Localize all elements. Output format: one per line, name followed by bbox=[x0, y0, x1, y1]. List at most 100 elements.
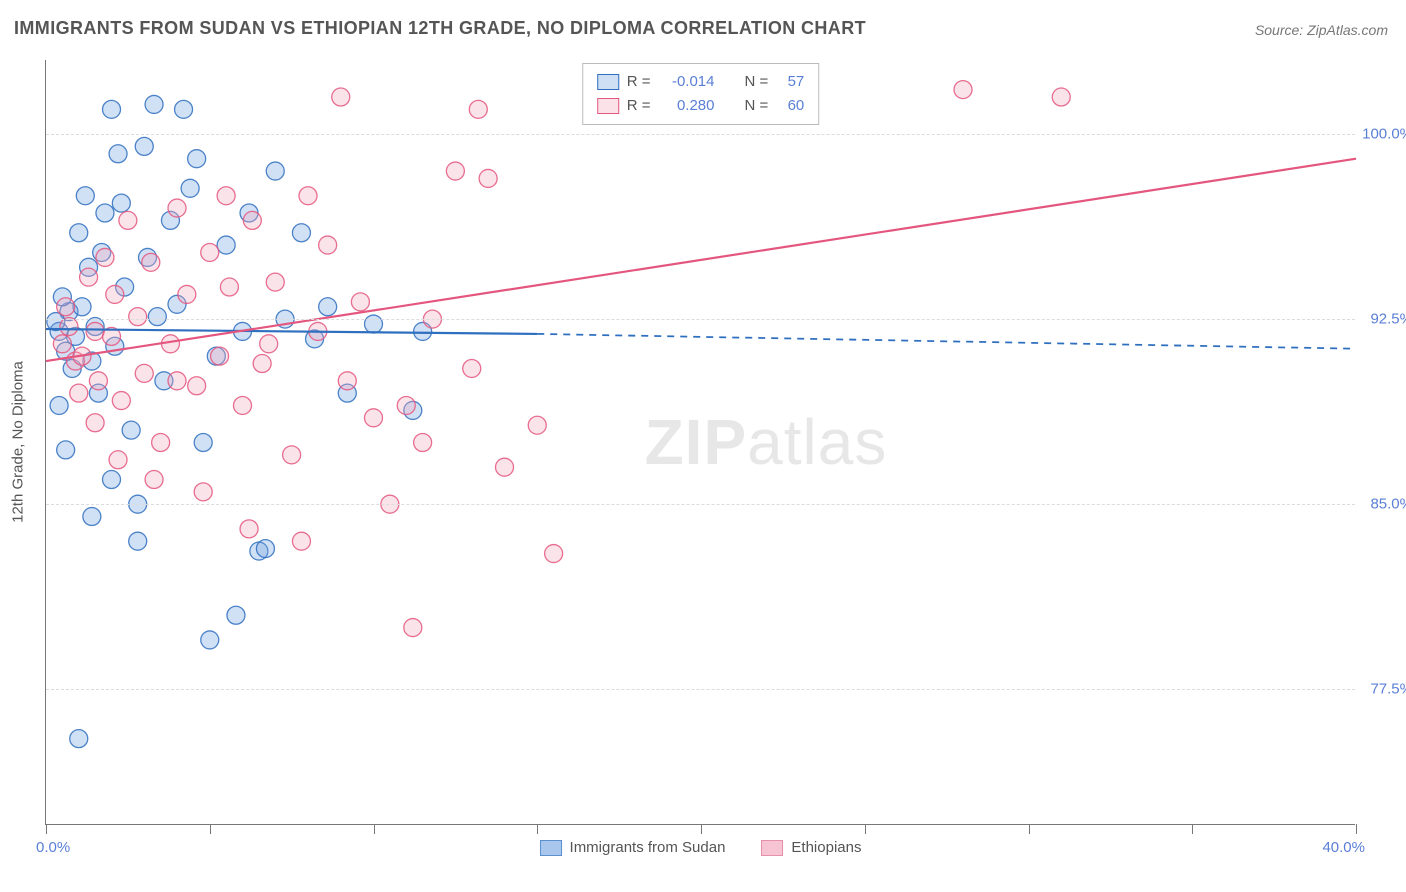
data-point bbox=[168, 372, 186, 390]
x-max-label: 40.0% bbox=[1322, 839, 1365, 856]
data-point bbox=[319, 236, 337, 254]
chart-title: IMMIGRANTS FROM SUDAN VS ETHIOPIAN 12TH … bbox=[14, 18, 866, 39]
data-point bbox=[479, 169, 497, 187]
legend-n-value: 60 bbox=[776, 94, 804, 118]
y-tick-label: 85.0% bbox=[1370, 496, 1406, 513]
gridline bbox=[46, 319, 1355, 320]
data-point bbox=[145, 471, 163, 489]
data-point bbox=[60, 318, 78, 336]
data-point bbox=[112, 194, 130, 212]
bottom-legend-item: Immigrants from Sudan bbox=[540, 839, 726, 856]
data-point bbox=[70, 384, 88, 402]
data-point bbox=[89, 372, 107, 390]
legend-r-value: 0.280 bbox=[659, 94, 715, 118]
legend-n-label: N = bbox=[745, 70, 769, 94]
data-point bbox=[528, 416, 546, 434]
gridline bbox=[46, 504, 1355, 505]
legend-row: R =0.280N =60 bbox=[597, 94, 805, 118]
source-attribution: Source: ZipAtlas.com bbox=[1255, 22, 1388, 38]
data-point bbox=[96, 204, 114, 222]
x-tick bbox=[701, 824, 702, 834]
data-point bbox=[292, 224, 310, 242]
data-point bbox=[112, 392, 130, 410]
data-point bbox=[1052, 88, 1070, 106]
trend-line-extrapolated bbox=[537, 334, 1356, 349]
data-point bbox=[299, 187, 317, 205]
data-point bbox=[319, 298, 337, 316]
data-point bbox=[201, 631, 219, 649]
data-point bbox=[119, 211, 137, 229]
y-axis-title: 12th Grade, No Diploma bbox=[10, 361, 27, 523]
data-point bbox=[351, 293, 369, 311]
data-point bbox=[86, 322, 104, 340]
data-point bbox=[365, 315, 383, 333]
data-point bbox=[142, 253, 160, 271]
data-point bbox=[70, 730, 88, 748]
data-point bbox=[129, 532, 147, 550]
trend-line bbox=[46, 159, 1356, 361]
x-tick bbox=[374, 824, 375, 834]
data-point bbox=[106, 285, 124, 303]
legend-series-name: Immigrants from Sudan bbox=[570, 839, 726, 856]
data-point bbox=[109, 145, 127, 163]
bottom-legend-item: Ethiopians bbox=[761, 839, 861, 856]
data-point bbox=[103, 100, 121, 118]
data-point bbox=[954, 81, 972, 99]
data-point bbox=[135, 137, 153, 155]
plot-area: 12th Grade, No Diploma ZIPatlas R =-0.01… bbox=[45, 60, 1355, 825]
data-point bbox=[256, 540, 274, 558]
x-tick bbox=[1356, 824, 1357, 834]
y-tick-label: 77.5% bbox=[1370, 681, 1406, 698]
y-tick-label: 100.0% bbox=[1362, 126, 1406, 143]
data-point bbox=[181, 179, 199, 197]
data-point bbox=[234, 396, 252, 414]
x-tick bbox=[210, 824, 211, 834]
data-point bbox=[463, 359, 481, 377]
gridline bbox=[46, 134, 1355, 135]
gridline bbox=[46, 689, 1355, 690]
data-point bbox=[446, 162, 464, 180]
data-point bbox=[145, 95, 163, 113]
data-point bbox=[397, 396, 415, 414]
legend-swatch bbox=[761, 840, 783, 856]
data-point bbox=[211, 347, 229, 365]
data-point bbox=[243, 211, 261, 229]
data-point bbox=[148, 308, 166, 326]
data-point bbox=[266, 162, 284, 180]
data-point bbox=[86, 414, 104, 432]
legend-r-value: -0.014 bbox=[659, 70, 715, 94]
data-point bbox=[332, 88, 350, 106]
legend-r-label: R = bbox=[627, 70, 651, 94]
data-point bbox=[103, 471, 121, 489]
data-point bbox=[240, 520, 258, 538]
legend-swatch bbox=[540, 840, 562, 856]
x-tick bbox=[1192, 824, 1193, 834]
data-point bbox=[365, 409, 383, 427]
data-point bbox=[188, 150, 206, 168]
data-point bbox=[292, 532, 310, 550]
data-point bbox=[253, 355, 271, 373]
chart-svg bbox=[46, 60, 1355, 824]
data-point bbox=[188, 377, 206, 395]
data-point bbox=[178, 285, 196, 303]
x-tick bbox=[46, 824, 47, 834]
data-point bbox=[194, 434, 212, 452]
data-point bbox=[73, 298, 91, 316]
correlation-legend: R =-0.014N =57R =0.280N =60 bbox=[582, 63, 820, 125]
data-point bbox=[70, 224, 88, 242]
data-point bbox=[201, 243, 219, 261]
legend-swatch bbox=[597, 74, 619, 90]
data-point bbox=[109, 451, 127, 469]
data-point bbox=[469, 100, 487, 118]
data-point bbox=[50, 396, 68, 414]
data-point bbox=[338, 372, 356, 390]
data-point bbox=[135, 364, 153, 382]
x-min-label: 0.0% bbox=[36, 839, 70, 856]
data-point bbox=[260, 335, 278, 353]
data-point bbox=[57, 441, 75, 459]
data-point bbox=[57, 298, 75, 316]
data-point bbox=[217, 187, 235, 205]
legend-row: R =-0.014N =57 bbox=[597, 70, 805, 94]
x-tick bbox=[865, 824, 866, 834]
series-legend: Immigrants from Sudan Ethiopians bbox=[540, 839, 862, 856]
